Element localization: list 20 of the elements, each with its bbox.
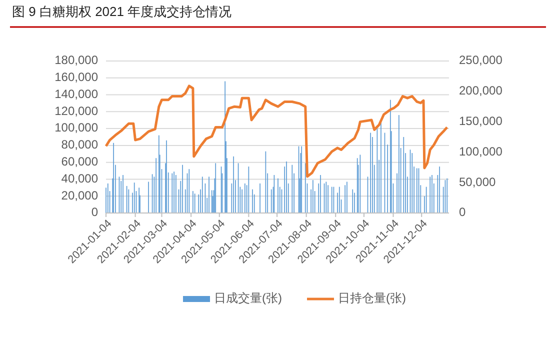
legend-label: 日持仓量(张) [338, 291, 406, 306]
y-tick-label: 140,000 [54, 86, 98, 101]
legend-label: 日成交量(张) [214, 291, 282, 306]
y2-tick-label: 200,000 [459, 84, 503, 98]
y-tick-label: 80,000 [61, 138, 98, 152]
y2-tick-label: 50,000 [459, 174, 496, 189]
y2-tick-label: 100,000 [459, 144, 503, 158]
y-tick-label: 160,000 [54, 70, 98, 84]
y-tick-label: 120,000 [54, 104, 98, 118]
y-tick-label: 0 [91, 205, 98, 220]
y-tick-label: 60,000 [61, 154, 98, 169]
y-tick-label: 20,000 [61, 188, 98, 202]
y-tick-label: 100,000 [54, 120, 98, 135]
line-series [104, 84, 448, 178]
y-tick-label: 180,000 [54, 53, 98, 68]
chart-title: 图 9 白糖期权 2021 年度成交持仓情况 [12, 4, 232, 19]
y2-tick-label: 250,000 [459, 53, 503, 68]
y2-tick-label: 150,000 [459, 114, 503, 128]
y2-tick-label: 0 [459, 205, 466, 220]
y-tick-label: 40,000 [61, 171, 98, 186]
